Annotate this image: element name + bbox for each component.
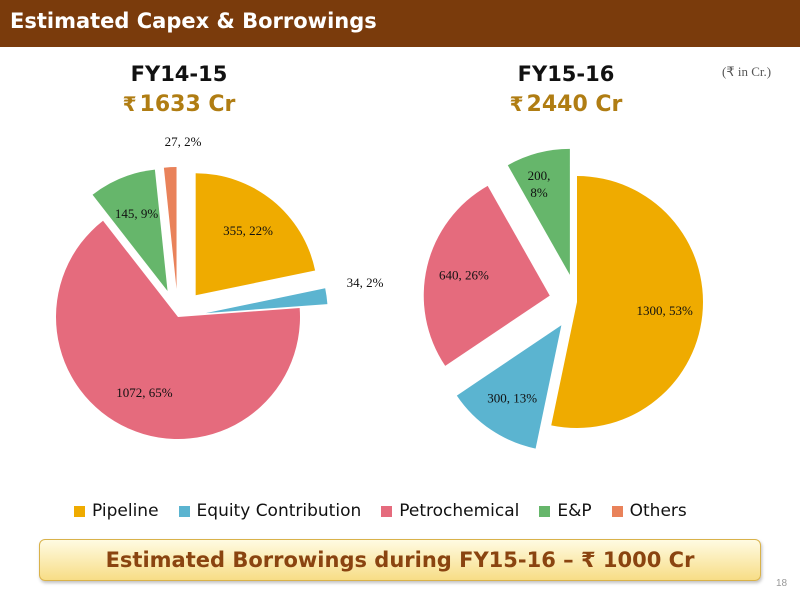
legend-label: Pipeline	[92, 501, 159, 521]
rupee-symbol: ₹	[122, 92, 137, 116]
borrowings-amount: 1000 Cr	[602, 548, 695, 572]
page-number: 18	[776, 578, 788, 589]
legend-item-others: Others	[611, 501, 687, 521]
data-label-fy14-15-others: 27, 2%	[165, 134, 202, 149]
borrowings-text: Estimated Borrowings during FY15-16 –	[105, 548, 574, 572]
data-label-fy14-15-equity-contribution: 34, 2%	[347, 275, 384, 290]
chart-legend: Pipeline Equity Contribution Petrochemical…	[74, 499, 687, 523]
legend-item-pipeline: Pipeline	[74, 501, 159, 521]
legend-item-petrochemical: Petrochemical	[381, 501, 519, 521]
total-amount: 2440 Cr	[526, 92, 623, 117]
legend-item-equity-contribution: Equity Contribution	[178, 501, 362, 521]
chart-title-fy14-15: FY14-15	[130, 62, 228, 86]
legend-swatch	[74, 505, 85, 517]
chart-title-fy15-16: FY15-16	[517, 62, 615, 86]
data-label-fy14-15-e-p: 145, 9%	[115, 206, 159, 221]
legend-swatch	[539, 505, 551, 517]
unit-note: (₹ in Cr.)	[722, 64, 772, 79]
pie-slice-fy14-15-e-p	[92, 169, 168, 292]
pie-slice-fy14-15-petrochemical	[55, 220, 301, 439]
legend-item-e-p: E&P	[539, 501, 592, 521]
pie-slice-fy14-15-equity-contribution	[205, 288, 328, 314]
legend-label: E&P	[557, 501, 592, 521]
legend-label: Petrochemical	[399, 501, 520, 521]
pie-slice-fy15-16-equity-contribution	[456, 325, 562, 449]
rupee-symbol: ₹	[509, 92, 524, 116]
data-label-fy15-16-equity-contribution: 300, 13%	[487, 390, 537, 405]
total-amount: 1633 Cr	[139, 92, 236, 117]
data-label-fy14-15-pipeline: 355, 22%	[223, 223, 273, 238]
legend-label: Equity Contribution	[196, 501, 362, 521]
chart-total-fy15-16: ₹2440 Cr	[456, 92, 676, 117]
data-label-fy15-16-petrochemical: 640, 26%	[439, 267, 489, 282]
header-bar: Estimated Capex & Borrowings	[0, 0, 800, 47]
legend-swatch	[611, 505, 623, 517]
chart-total-fy14-15: ₹1633 Cr	[69, 92, 289, 117]
borrowings-banner: Estimated Borrowings during FY15-16 – ₹ …	[39, 539, 761, 581]
pie-slice-fy14-15-others	[163, 167, 177, 290]
data-label-fy15-16-pipeline: 1300, 53%	[637, 303, 694, 318]
pie-slice-fy15-16-pipeline	[551, 176, 703, 428]
data-label-fy14-15-petrochemical: 1072, 65%	[116, 385, 173, 400]
pie-slice-fy15-16-petrochemical	[423, 185, 550, 366]
pie-slice-fy15-16-e-p	[507, 148, 570, 275]
legend-swatch	[178, 505, 190, 517]
legend-label: Others	[629, 501, 687, 521]
legend-swatch	[381, 505, 393, 517]
rupee-symbol: ₹	[580, 548, 596, 572]
data-label-fy15-16-e-p: 200, 8%	[528, 168, 551, 200]
pie-slice-fy14-15-pipeline	[195, 173, 316, 296]
page-title: Estimated Capex & Borrowings	[10, 9, 377, 33]
